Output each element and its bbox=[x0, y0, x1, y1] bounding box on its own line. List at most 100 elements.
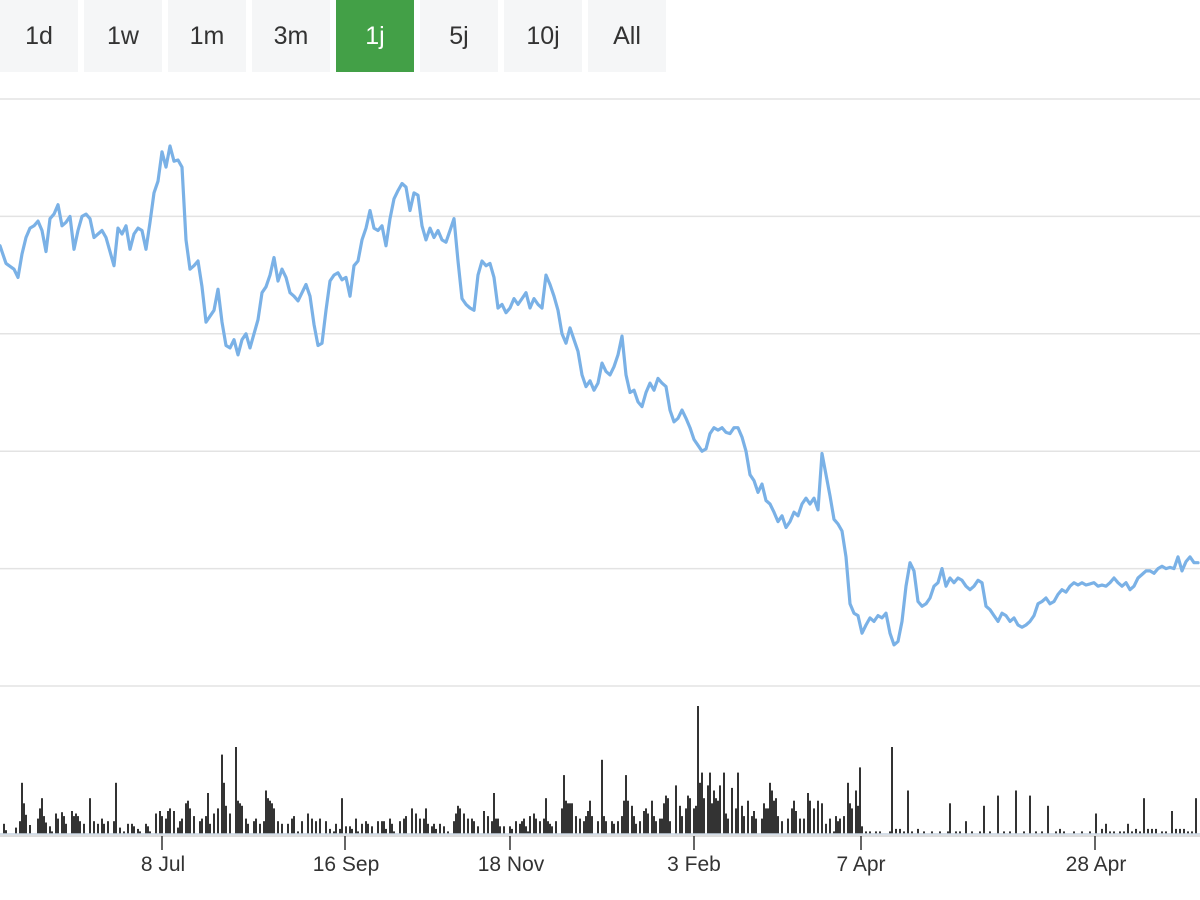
volume-bar bbox=[57, 818, 59, 834]
x-tick-label: 8 Jul bbox=[141, 853, 185, 876]
volume-bar bbox=[989, 831, 991, 834]
volume-bar bbox=[419, 818, 421, 834]
volume-bar bbox=[875, 831, 877, 834]
volume-bar bbox=[727, 818, 729, 834]
volume-bar bbox=[23, 803, 25, 834]
volume-bar bbox=[1119, 831, 1121, 834]
volume-bar bbox=[1151, 828, 1153, 834]
volume-bar bbox=[835, 816, 837, 834]
volume-bar bbox=[1135, 828, 1137, 834]
volume-bar bbox=[1147, 828, 1149, 834]
volume-bar bbox=[415, 813, 417, 834]
volume-bar bbox=[771, 790, 773, 834]
volume-bar bbox=[623, 800, 625, 834]
volume-bar bbox=[473, 821, 475, 834]
volume-bar bbox=[699, 782, 701, 834]
volume-bar bbox=[37, 818, 39, 834]
volume-bar bbox=[1123, 831, 1125, 834]
volume-bar bbox=[679, 805, 681, 834]
range-button-10j[interactable]: 10j bbox=[504, 0, 582, 72]
volume-bar bbox=[861, 826, 863, 834]
volume-bar bbox=[467, 818, 469, 834]
volume-bar bbox=[127, 823, 129, 834]
volume-bar bbox=[217, 808, 219, 834]
volume-bar bbox=[865, 831, 867, 834]
volume-bar bbox=[703, 798, 705, 834]
volume-bar bbox=[1187, 831, 1189, 834]
volume-bar bbox=[297, 831, 299, 834]
volume-bar bbox=[381, 821, 383, 834]
volume-bar bbox=[955, 831, 957, 834]
volume-bar bbox=[161, 816, 163, 834]
volume-bar bbox=[979, 831, 981, 834]
volume-bar bbox=[971, 831, 973, 834]
volume-bar bbox=[781, 821, 783, 834]
volume-bar bbox=[277, 821, 279, 834]
volume-bar bbox=[519, 823, 521, 834]
volume-bar bbox=[597, 821, 599, 834]
volume-bar bbox=[245, 818, 247, 834]
volume-bar bbox=[49, 826, 51, 834]
volume-bar bbox=[631, 805, 633, 834]
volume-bar bbox=[891, 747, 893, 834]
volume-bar bbox=[377, 821, 379, 834]
volume-bar bbox=[63, 816, 65, 834]
volume-bar bbox=[189, 808, 191, 834]
volume-bar bbox=[719, 785, 721, 834]
volume-bar bbox=[159, 811, 161, 834]
volume-bar bbox=[199, 821, 201, 834]
volume-bar bbox=[765, 808, 767, 834]
range-button-1w[interactable]: 1w bbox=[84, 0, 162, 72]
volume-bar bbox=[383, 821, 385, 834]
volume-bar bbox=[521, 821, 523, 834]
volume-bar bbox=[713, 790, 715, 834]
volume-bar bbox=[1081, 831, 1083, 834]
volume-bar bbox=[113, 821, 115, 834]
volume-bar bbox=[895, 828, 897, 834]
volume-bar bbox=[695, 805, 697, 834]
volume-bar bbox=[647, 813, 649, 834]
volume-bar bbox=[575, 816, 577, 834]
volume-bar bbox=[45, 822, 47, 834]
volume-bar bbox=[71, 811, 73, 834]
volume-bar bbox=[803, 818, 805, 834]
volume-bar bbox=[1183, 828, 1185, 834]
range-button-1m[interactable]: 1m bbox=[168, 0, 246, 72]
volume-bar bbox=[427, 823, 429, 834]
range-button-1d[interactable]: 1d bbox=[0, 0, 78, 72]
volume-bar bbox=[209, 823, 211, 834]
volume-bar bbox=[725, 813, 727, 834]
range-button-1j[interactable]: 1j bbox=[336, 0, 414, 72]
volume-bar bbox=[19, 821, 21, 834]
volume-bar bbox=[119, 827, 121, 834]
volume-bar bbox=[701, 772, 703, 834]
volume-bar bbox=[439, 823, 441, 834]
volume-bar bbox=[807, 793, 809, 834]
volume-bar bbox=[515, 821, 517, 834]
volume-bar bbox=[529, 816, 531, 834]
volume-bar bbox=[855, 790, 857, 834]
volume-bar bbox=[497, 818, 499, 834]
volume-bar bbox=[213, 813, 215, 834]
volume-bar bbox=[693, 808, 695, 834]
volume-bar bbox=[663, 803, 665, 834]
volume-bar bbox=[149, 831, 151, 834]
volume-bar bbox=[669, 821, 671, 834]
volume-bar bbox=[907, 790, 909, 834]
range-button-5j[interactable]: 5j bbox=[420, 0, 498, 72]
volume-bar bbox=[1095, 813, 1097, 834]
volume-bar bbox=[689, 798, 691, 834]
volume-bar bbox=[633, 816, 635, 834]
range-button-all[interactable]: All bbox=[588, 0, 666, 72]
volume-bar bbox=[329, 828, 331, 834]
volume-bar bbox=[399, 821, 401, 834]
range-button-3m[interactable]: 3m bbox=[252, 0, 330, 72]
volume-bar bbox=[1015, 790, 1017, 834]
volume-bar bbox=[3, 823, 5, 834]
volume-bar bbox=[755, 818, 757, 834]
volume-bar bbox=[185, 803, 187, 834]
volume-bar bbox=[1127, 823, 1129, 834]
volume-bar bbox=[763, 803, 765, 834]
volume-bar bbox=[79, 821, 81, 834]
